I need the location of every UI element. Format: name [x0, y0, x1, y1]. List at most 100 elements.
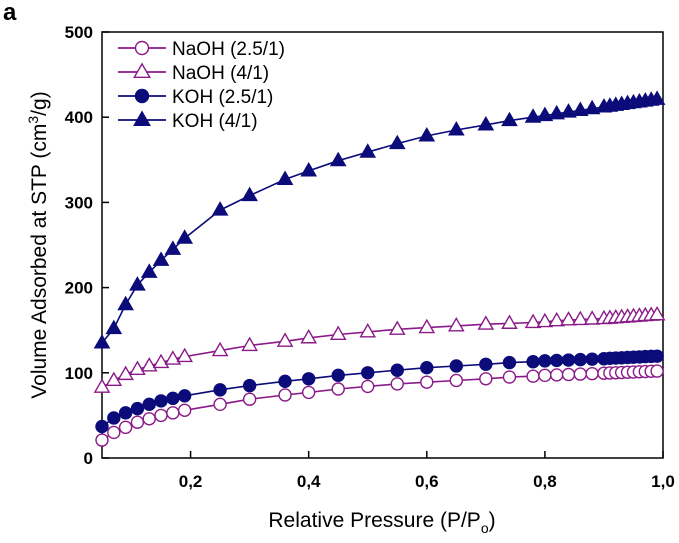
legend-item-naoh-2-5-1: NaOH (2.5/1): [118, 39, 285, 60]
x-axis-title-sub: o: [481, 520, 489, 536]
data-point-naoh-2-5-1: [573, 367, 588, 381]
x-tick-label: 0,8: [533, 472, 557, 491]
data-point-koh-2-5-1: [550, 353, 564, 368]
data-point-koh-2-5-1: [361, 366, 375, 380]
data-point-naoh-4-1: [211, 341, 229, 357]
data-point-koh-4-1: [93, 334, 111, 349]
data-point-koh-4-1: [211, 201, 229, 216]
data-point-naoh-2-5-1: [361, 379, 375, 394]
data-point-naoh-4-1: [164, 350, 182, 365]
series-koh-4-1: [93, 90, 666, 349]
data-point-naoh-2-5-1: [502, 370, 517, 384]
data-point-koh-2-5-1: [502, 355, 517, 370]
x-tick-label: 0,4: [297, 472, 321, 491]
data-point-naoh-4-1: [477, 315, 495, 330]
series-koh-2-5-1: [95, 349, 664, 434]
axis-ticks: 0,2 0,4 0,6 0,8 1,0 0 100 200 300 400 500: [65, 23, 675, 491]
data-point-naoh-4-1: [548, 311, 566, 327]
legend: NaOH (2.5/1) NaOH (4/1) KOH (2.5/1) KOH (4/…: [118, 39, 285, 132]
data-point-koh-4-1: [501, 111, 518, 127]
data-point-koh-4-1: [560, 103, 577, 118]
data-point-koh-4-1: [388, 134, 406, 150]
data-point-naoh-2-5-1: [550, 368, 564, 382]
data-point-koh-2-5-1: [538, 354, 552, 368]
data-point-koh-4-1: [477, 115, 495, 131]
data-point-koh-4-1: [524, 108, 542, 123]
data-point-naoh-2-5-1: [154, 408, 168, 423]
data-point-naoh-4-1: [359, 323, 377, 338]
data-point-koh-2-5-1: [95, 419, 109, 434]
data-point-naoh-2-5-1: [479, 372, 493, 386]
legend-label-naoh-4-1: NaOH (4/1): [172, 63, 269, 84]
data-point-naoh-4-1: [241, 336, 258, 352]
data-point-naoh-2-5-1: [420, 375, 434, 389]
data-point-naoh-4-1: [524, 313, 542, 329]
y-tick-label: 300: [65, 193, 93, 212]
data-point-naoh-4-1: [105, 371, 123, 387]
data-point-naoh-2-5-1: [142, 412, 156, 426]
data-point-koh-4-1: [241, 186, 258, 202]
data-point-koh-2-5-1: [213, 383, 227, 397]
data-point-naoh-4-1: [152, 353, 170, 369]
data-point-koh-4-1: [140, 263, 158, 278]
data-point-koh-2-5-1: [390, 363, 404, 377]
data-point-koh-2-5-1: [107, 411, 121, 425]
data-point-koh-2-5-1: [479, 357, 493, 371]
data-point-koh-2-5-1: [142, 397, 156, 412]
data-point-naoh-2-5-1: [278, 388, 292, 402]
data-point-naoh-2-5-1: [650, 364, 664, 378]
data-point-koh-4-1: [359, 143, 377, 158]
data-point-koh-2-5-1: [242, 378, 257, 393]
data-point-naoh-4-1: [447, 317, 465, 332]
data-point-koh-4-1: [571, 101, 589, 116]
data-point-naoh-4-1: [388, 320, 406, 335]
x-axis-title-tail: ): [489, 509, 496, 532]
data-point-koh-2-5-1: [585, 352, 599, 366]
data-point-koh-2-5-1: [301, 372, 316, 386]
x-tick-label: 0,2: [179, 472, 203, 491]
data-point-naoh-4-1: [571, 310, 589, 326]
data-point-koh-2-5-1: [573, 352, 588, 367]
data-point-naoh-2-5-1: [107, 425, 121, 440]
data-point-koh-4-1: [276, 170, 294, 185]
data-point-koh-4-1: [164, 240, 182, 255]
x-tick-label: 1,0: [651, 472, 675, 491]
data-point-naoh-2-5-1: [449, 373, 464, 388]
data-point-naoh-4-1: [418, 318, 436, 334]
y-axis-title-tail: /g): [28, 91, 51, 116]
data-point-naoh-4-1: [583, 310, 601, 325]
data-point-koh-2-5-1: [130, 401, 145, 416]
data-point-koh-4-1: [583, 99, 601, 115]
panel-label: a: [3, 0, 17, 26]
y-axis-title-sup: 3: [25, 116, 41, 124]
data-point-naoh-2-5-1: [585, 366, 599, 381]
data-point-naoh-2-5-1: [118, 420, 133, 435]
data-point-naoh-4-1: [536, 312, 554, 328]
data-point-koh-4-1: [129, 276, 146, 291]
data-point-naoh-2-5-1: [130, 415, 145, 429]
data-point-koh-4-1: [300, 161, 318, 177]
x-axis-title: Relative Pressure (P/Po): [268, 509, 495, 536]
data-point-naoh-2-5-1: [213, 397, 227, 412]
data-point-koh-2-5-1: [420, 360, 434, 375]
data-point-naoh-4-1: [501, 314, 518, 329]
data-point-koh-4-1: [536, 106, 554, 122]
data-point-koh-4-1: [447, 121, 465, 136]
legend-marker-naoh-4-1: [133, 62, 151, 78]
x-tick-label: 0,6: [415, 472, 439, 491]
data-point-naoh-4-1: [176, 347, 194, 363]
data-point-naoh-2-5-1: [242, 392, 257, 406]
data-point-naoh-2-5-1: [331, 382, 345, 396]
data-point-naoh-4-1: [117, 365, 134, 381]
legend-marker-naoh-2-5-1: [134, 40, 150, 56]
y-tick-label: 400: [65, 108, 93, 127]
data-point-koh-2-5-1: [118, 406, 133, 420]
data-point-koh-2-5-1: [561, 353, 576, 367]
data-point-naoh-2-5-1: [166, 406, 180, 420]
data-point-koh-4-1: [418, 127, 436, 142]
data-point-naoh-4-1: [140, 357, 158, 372]
y-tick-label: 100: [65, 364, 93, 383]
data-point-koh-2-5-1: [526, 355, 540, 369]
legend-marker-koh-4-1: [133, 110, 151, 126]
